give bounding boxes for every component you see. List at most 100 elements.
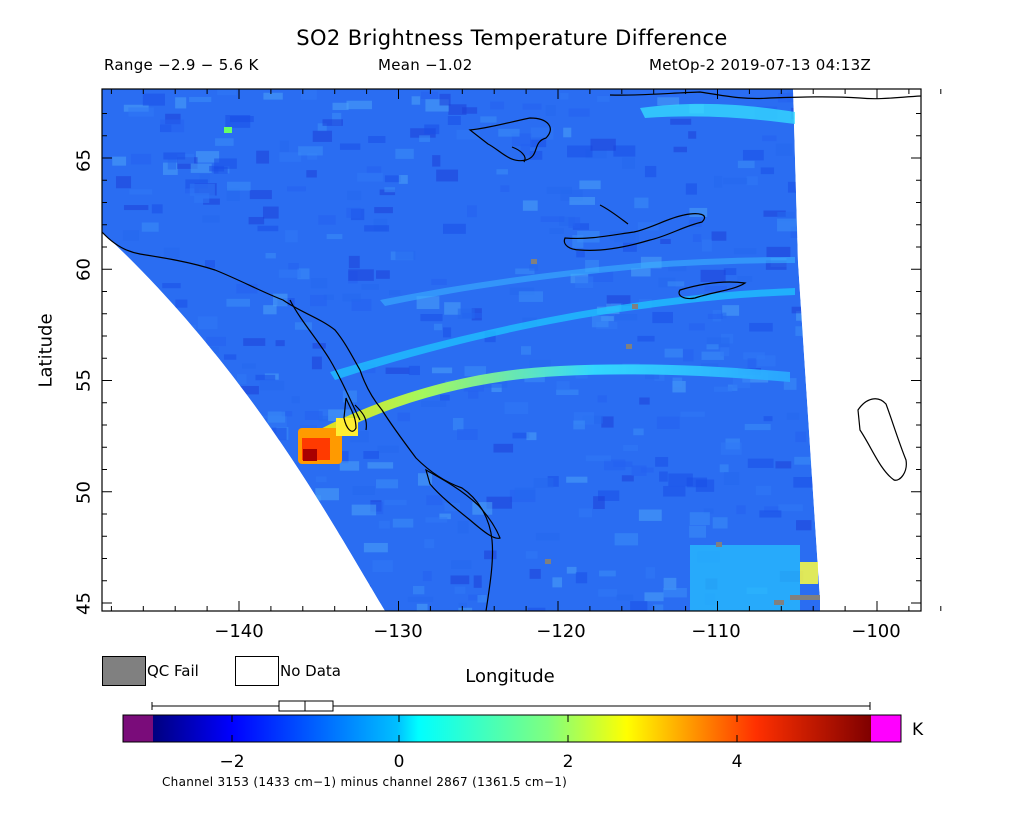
swath-pixel xyxy=(746,176,758,186)
range-text: Range −2.9 − 5.6 K xyxy=(104,56,259,74)
swath-pixel xyxy=(546,186,572,194)
swath-pixel xyxy=(639,397,650,405)
green-pixel xyxy=(224,127,232,133)
swath-pixel xyxy=(243,338,266,346)
swath-pixel xyxy=(609,231,636,241)
swath-pixel xyxy=(663,485,686,497)
swath-pixel xyxy=(194,193,210,203)
swath-pixel xyxy=(794,456,815,465)
swath-pixel xyxy=(424,539,435,549)
swath-pixel xyxy=(706,344,719,350)
no-data-swatch xyxy=(235,656,279,686)
swath-pixel xyxy=(236,283,258,294)
source-text: MetOp-2 2019-07-13 04:13Z xyxy=(649,56,872,74)
swath-pixel xyxy=(456,129,481,140)
swath-pixel xyxy=(175,299,188,308)
swath-pixel xyxy=(151,204,163,214)
x-tick-140: −140 xyxy=(214,621,264,642)
so2-band-upper2 xyxy=(380,257,795,306)
swath-pixel xyxy=(660,238,671,244)
swath-pixel xyxy=(658,277,676,288)
swath-pixel xyxy=(426,495,443,506)
swath-pixel xyxy=(743,352,765,360)
swath-pixel xyxy=(420,314,443,322)
inner-passage xyxy=(289,299,367,431)
swath-pixel xyxy=(701,351,724,360)
swath-pixel xyxy=(467,205,477,218)
swath-pixel xyxy=(549,228,564,234)
swath-pixel xyxy=(680,411,705,417)
swath-pixel xyxy=(747,358,756,370)
swath-pixel xyxy=(339,143,361,150)
swath-pixel xyxy=(645,567,656,579)
swath-pixel xyxy=(318,215,336,225)
swath-pixel xyxy=(664,348,683,358)
swath-pixel xyxy=(576,251,585,258)
swath-pixel xyxy=(256,150,270,164)
swath-pixel xyxy=(259,380,285,391)
swath-pixel xyxy=(663,587,687,598)
swath-pixel xyxy=(689,525,707,538)
swath-pixel xyxy=(706,337,730,348)
swath-pixel xyxy=(202,215,220,223)
swath-pixel xyxy=(689,512,710,526)
swath-pixel xyxy=(689,207,708,217)
swath-pixel xyxy=(563,127,572,138)
swath-pixel xyxy=(529,359,551,370)
swath-pixel xyxy=(421,400,447,407)
qc-fail-pixel xyxy=(774,600,784,605)
swath-pixel xyxy=(763,210,786,217)
y-axis-label: Latitude xyxy=(35,313,57,388)
axis-ticks xyxy=(102,89,942,611)
swath-pixel xyxy=(392,518,414,528)
swath-pixel xyxy=(685,183,697,195)
swath-pixel xyxy=(189,96,212,103)
swath-pixel xyxy=(408,365,420,376)
haida-gwaii xyxy=(343,397,357,432)
swath-pixel xyxy=(457,520,469,534)
swath-pixel xyxy=(720,442,742,455)
swath-pixel xyxy=(688,323,705,331)
cb-tick-neg2: −2 xyxy=(219,752,245,772)
swath-pixel xyxy=(614,533,639,546)
y-tick-45: 45 xyxy=(73,592,95,615)
swath-pixel xyxy=(462,107,478,114)
swath-pixel xyxy=(444,302,461,315)
swath-pixel xyxy=(500,185,510,192)
swath-pixel xyxy=(522,200,538,211)
small-lake2 xyxy=(511,146,526,163)
swath-pixel xyxy=(712,517,728,529)
swath-pixel xyxy=(673,146,688,153)
swath-pixel xyxy=(436,169,459,182)
swath-pixel xyxy=(486,496,513,509)
swath-pixel xyxy=(518,291,544,302)
swath-pixel xyxy=(410,128,436,138)
swath-pixel xyxy=(535,532,560,541)
swath-pixel xyxy=(775,143,793,156)
swath-pixel xyxy=(346,207,361,218)
swath-pixel xyxy=(622,157,635,169)
swath-pixel xyxy=(312,343,326,349)
so2-band-upper xyxy=(330,288,795,380)
swath-pixel xyxy=(719,464,729,473)
swath-pixel xyxy=(378,520,390,529)
swath-pixel xyxy=(195,151,220,163)
so2-band-main xyxy=(300,364,790,450)
swath-pixel xyxy=(432,155,441,167)
swath-pixel xyxy=(372,560,393,573)
swath-pixel xyxy=(226,188,240,201)
swath-pixel xyxy=(242,363,256,369)
swath-pixel xyxy=(265,252,276,259)
mean-text: Mean −1.02 xyxy=(378,56,473,74)
swath-pixel xyxy=(747,458,774,468)
swath-pixel xyxy=(447,116,461,125)
swath-pixel xyxy=(575,572,588,584)
swath-pixel xyxy=(279,140,289,152)
swath-pixel xyxy=(578,508,593,518)
swath-pixel xyxy=(623,444,639,452)
swath-pixel xyxy=(190,163,212,173)
swath-pixel xyxy=(484,550,497,560)
swath-pixel xyxy=(545,105,556,116)
map-title: SO2 Brightness Temperature Difference xyxy=(296,26,728,50)
